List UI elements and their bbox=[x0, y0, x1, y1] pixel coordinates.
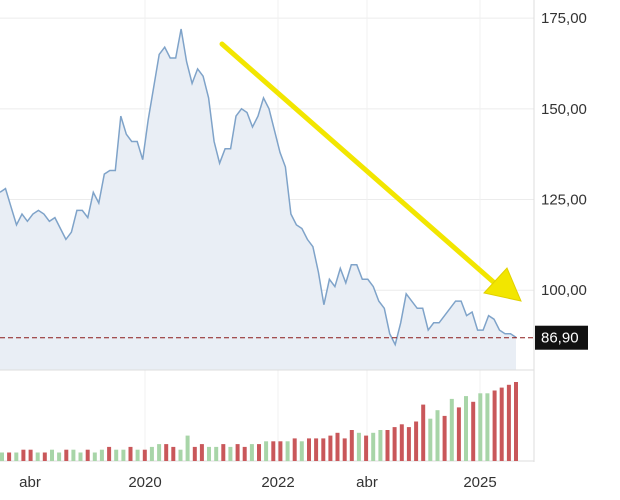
volume-bar bbox=[356, 432, 361, 461]
volume-bar bbox=[78, 452, 83, 461]
volume-bar bbox=[406, 427, 411, 461]
volume-bar bbox=[456, 407, 461, 461]
volume-bar bbox=[92, 452, 97, 461]
x-axis-labels: abr 2020 2022 abr 2025 bbox=[19, 474, 497, 491]
trend-arrow bbox=[219, 41, 522, 302]
volume-bar bbox=[285, 441, 290, 462]
volume-bar bbox=[135, 449, 140, 461]
volume-bar bbox=[228, 446, 233, 461]
volume-bar bbox=[257, 444, 261, 461]
volume-bar bbox=[214, 446, 219, 461]
volume-bar bbox=[464, 396, 468, 461]
volume-bar bbox=[478, 393, 483, 461]
last-price-badge-bg bbox=[535, 325, 588, 350]
trend-arrow-shaft bbox=[219, 41, 501, 289]
x-tick-label: abr bbox=[356, 474, 378, 491]
y-tick-label: 150,00 bbox=[541, 101, 587, 118]
volume-bar bbox=[471, 401, 476, 462]
volume-bar bbox=[385, 430, 390, 461]
volume-bar bbox=[99, 449, 104, 461]
volume-bar bbox=[221, 444, 226, 461]
volume-bar bbox=[114, 449, 119, 461]
volume-bar bbox=[264, 441, 269, 462]
volume-bar bbox=[50, 449, 54, 461]
volume-bar bbox=[128, 446, 133, 461]
volume-bar bbox=[314, 438, 319, 461]
y-tick-label: 100,00 bbox=[541, 282, 587, 299]
x-tick-label: 2025 bbox=[463, 474, 496, 491]
volume-bar bbox=[157, 444, 162, 461]
volume-bar bbox=[414, 421, 419, 461]
volume-bar bbox=[271, 441, 276, 462]
volume-bar bbox=[399, 424, 404, 461]
volume-bar bbox=[506, 384, 511, 461]
volume-bar bbox=[328, 435, 333, 461]
volume-bar bbox=[307, 438, 311, 461]
volume-bar bbox=[71, 449, 76, 461]
volume-bar bbox=[121, 449, 126, 461]
volume-bar bbox=[21, 449, 26, 461]
volume-bar bbox=[185, 435, 190, 461]
volume-bar bbox=[342, 438, 347, 461]
volume-bar bbox=[428, 418, 433, 461]
volume-bar bbox=[85, 449, 90, 461]
volume-bar bbox=[249, 444, 254, 461]
volume-bar bbox=[171, 446, 176, 461]
volume-bar bbox=[299, 441, 304, 462]
x-tick-label: 2022 bbox=[261, 474, 294, 491]
y-tick-label: 125,00 bbox=[541, 192, 587, 209]
volume-bar bbox=[485, 393, 490, 461]
volume-bar bbox=[199, 444, 204, 461]
volume-bar bbox=[242, 446, 247, 461]
volume-bar bbox=[492, 390, 497, 461]
y-axis-labels: 175,00 150,00 125,00 100,00 bbox=[541, 10, 587, 299]
volume-bar bbox=[442, 415, 447, 461]
last-price-label: 86,90 bbox=[541, 330, 579, 347]
volume-bar bbox=[164, 444, 169, 461]
x-tick-label: 2020 bbox=[128, 474, 161, 491]
volume-bar bbox=[335, 432, 340, 461]
volume-bar bbox=[292, 438, 297, 461]
volume-bar bbox=[14, 452, 19, 461]
volume-bar bbox=[514, 382, 518, 461]
volume-bar bbox=[421, 404, 426, 461]
volume-bar bbox=[235, 444, 240, 461]
volume-bar bbox=[278, 441, 283, 462]
last-price-badge: 86,90 bbox=[535, 325, 588, 350]
volume-bar bbox=[178, 449, 183, 461]
volume-bar bbox=[435, 410, 440, 461]
volume-bar bbox=[192, 446, 197, 461]
volume-bar bbox=[449, 398, 454, 461]
volume-bar bbox=[207, 446, 211, 461]
trend-arrow-head bbox=[483, 267, 522, 302]
volume-bar bbox=[378, 430, 383, 461]
volume-bar bbox=[321, 438, 326, 461]
price-area bbox=[0, 29, 516, 370]
volume-bars bbox=[0, 382, 518, 462]
volume-bar bbox=[7, 452, 12, 461]
volume-bar bbox=[364, 435, 369, 461]
volume-bar bbox=[42, 452, 47, 461]
volume-bar bbox=[0, 452, 4, 461]
volume-bar bbox=[35, 452, 40, 461]
x-tick-label: abr bbox=[19, 474, 41, 491]
volume-bar bbox=[149, 446, 154, 461]
volume-bar bbox=[142, 449, 147, 461]
volume-bar bbox=[371, 432, 376, 461]
volume-bar bbox=[392, 427, 397, 461]
volume-bar bbox=[349, 430, 354, 461]
volume-bar bbox=[57, 452, 62, 461]
volume-bar bbox=[28, 449, 33, 461]
volume-bar bbox=[107, 446, 112, 461]
volume-bar bbox=[64, 449, 69, 461]
price-line bbox=[0, 28, 517, 347]
y-tick-label: 175,00 bbox=[541, 10, 587, 27]
volume-bar bbox=[499, 387, 504, 461]
